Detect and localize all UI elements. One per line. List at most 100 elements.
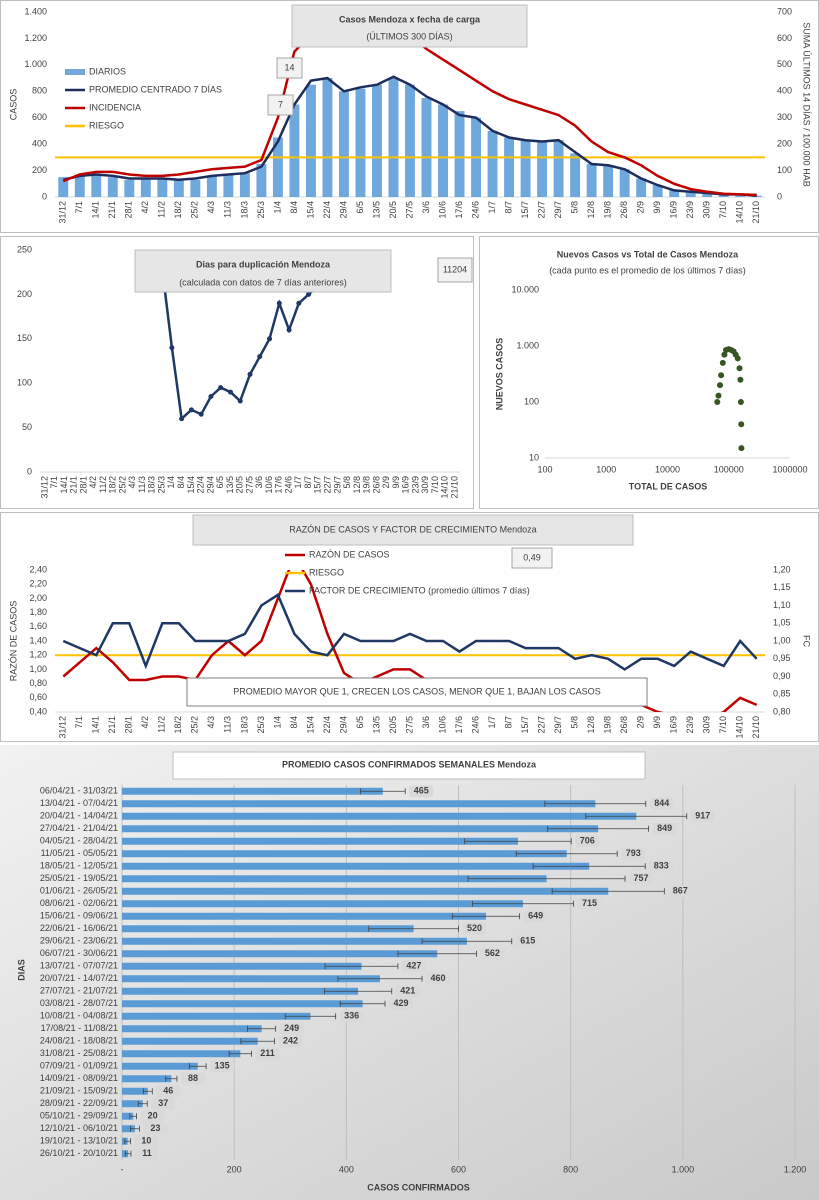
point — [198, 411, 204, 417]
bar — [586, 163, 597, 197]
y-tick-label: 04/05/21 - 28/04/21 — [40, 836, 118, 846]
error-bar — [464, 838, 572, 845]
y-tick-label: 22/06/21 - 16/06/21 — [40, 923, 118, 933]
bar — [122, 912, 486, 920]
bar — [122, 1087, 148, 1095]
x-tick-label: 31/12 — [39, 476, 49, 499]
data-label: 10 — [141, 1136, 151, 1146]
bar — [652, 185, 663, 197]
bar — [122, 1075, 172, 1083]
y-tick-label: 2,20 — [29, 579, 47, 589]
line — [63, 75, 757, 197]
y-tick-label: 0,90 — [773, 671, 791, 681]
x-tick-label: 18/2 — [108, 476, 118, 494]
annotation-box — [511, 547, 553, 569]
annotation-box — [267, 94, 294, 116]
legend-label: RIESGO — [89, 120, 124, 130]
y-tick-label: 1,05 — [773, 618, 791, 628]
data-label-box — [278, 1035, 303, 1048]
y-tick-label: 03/08/21 - 28/07/21 — [40, 998, 118, 1008]
annotation: 0,49 — [523, 552, 541, 562]
data-label-box — [389, 997, 414, 1010]
error-bar — [165, 1075, 178, 1082]
x-tick-label: 7/1 — [74, 716, 84, 729]
y-tick-label: 20/04/21 - 14/04/21 — [40, 811, 118, 821]
note: PROMEDIO MAYOR QUE 1, CRECEN LOS CASOS, … — [233, 686, 600, 696]
title-box — [172, 751, 646, 780]
x-tick-label: 30/9 — [702, 201, 712, 219]
x-tick-label: 29/7 — [332, 476, 342, 494]
data-label-box — [649, 860, 674, 873]
note-box — [186, 677, 648, 707]
error-bar — [337, 975, 423, 982]
y-tick-label: 1,00 — [29, 664, 47, 674]
annotation: 14 — [284, 62, 294, 72]
legend-label: FACTOR DE CRECIMIENTO (promedio últimos … — [309, 585, 530, 595]
y-tick-label: 800 — [32, 86, 47, 96]
axis-title: RAZÓN DE CASOS — [8, 601, 18, 682]
y-tick-label: 15/06/21 - 09/06/21 — [40, 911, 118, 921]
x-tick-label: 14/1 — [59, 476, 69, 494]
x-tick-label: 1000000 — [772, 464, 807, 474]
annotation-box — [276, 57, 303, 79]
data-label: 465 — [414, 786, 429, 796]
bar — [122, 1000, 363, 1008]
x-tick-label: 18/2 — [173, 201, 183, 219]
error-bar — [124, 1150, 132, 1157]
y-tick-label: 1.200 — [24, 33, 47, 43]
y-tick-label: 28/09/21 - 22/09/21 — [40, 1098, 118, 1108]
bar — [223, 174, 234, 197]
y-tick-label: 1,15 — [773, 582, 791, 592]
legend-label: RAZÓN DE CASOS — [309, 549, 390, 559]
x-tick-label: 7/10 — [718, 716, 728, 734]
annotation-box — [437, 257, 473, 283]
x-tick-label: 7/1 — [49, 476, 59, 489]
x-tick-label: 14/10 — [735, 201, 745, 224]
point — [737, 376, 744, 383]
x-tick-label: 25/2 — [190, 716, 200, 734]
y-tick-label: 19/10/21 - 13/10/21 — [40, 1136, 118, 1146]
x-tick-label: 4/2 — [88, 476, 98, 489]
y-tick-label: 10.000 — [511, 284, 539, 294]
data-label-box — [395, 985, 420, 998]
y-tick-label: 21/09/21 - 15/09/21 — [40, 1086, 118, 1096]
point — [227, 389, 233, 395]
chart-title: Dias para duplicación Mendoza — [196, 259, 331, 269]
x-tick-label: 17/6 — [454, 201, 464, 219]
axis-title: NUEVOS CASOS — [494, 338, 504, 411]
x-tick-label: 20/5 — [235, 476, 245, 494]
bar — [122, 800, 596, 808]
error-bar — [324, 988, 393, 995]
data-label-box — [480, 947, 505, 960]
y-tick-label: 1,20 — [773, 564, 791, 574]
data-label: 46 — [163, 1086, 173, 1096]
point — [738, 421, 745, 428]
bar — [157, 178, 168, 197]
x-tick-label: 14/10 — [735, 716, 745, 739]
x-tick-label: 3/6 — [421, 201, 431, 214]
y-tick-label: 20/07/21 - 14/07/21 — [40, 973, 118, 983]
axis-title: TOTAL DE CASOS — [629, 481, 708, 491]
title-box — [192, 514, 634, 546]
x-tick-label: 21/1 — [107, 201, 117, 219]
x-tick-label: 100 — [537, 464, 552, 474]
y-tick-label: 24/08/21 - 18/08/21 — [40, 1036, 118, 1046]
data-label: 615 — [520, 936, 535, 946]
y-tick-label: 07/09/21 - 01/09/21 — [40, 1061, 118, 1071]
point — [715, 392, 722, 399]
x-tick-label: 24/6 — [470, 716, 480, 734]
y-tick-label: 0,95 — [773, 653, 791, 663]
x-tick-label: 5/8 — [342, 476, 352, 489]
x-tick-label: 1/4 — [272, 201, 282, 214]
x-tick-label: 15/7 — [520, 201, 530, 219]
x-tick-label: 19/8 — [603, 716, 613, 734]
x-tick-label: 17/6 — [454, 716, 464, 734]
y-tick-label: 11/05/21 - 05/05/21 — [41, 848, 118, 858]
point — [188, 407, 194, 413]
x-tick-label: 11/3 — [223, 201, 233, 218]
x-tick-label: 1.200 — [784, 1164, 807, 1174]
data-label-box — [426, 972, 451, 985]
x-tick-label: 23/9 — [410, 476, 420, 494]
x-tick-label: 9/9 — [652, 201, 662, 214]
error-bar — [397, 950, 477, 957]
